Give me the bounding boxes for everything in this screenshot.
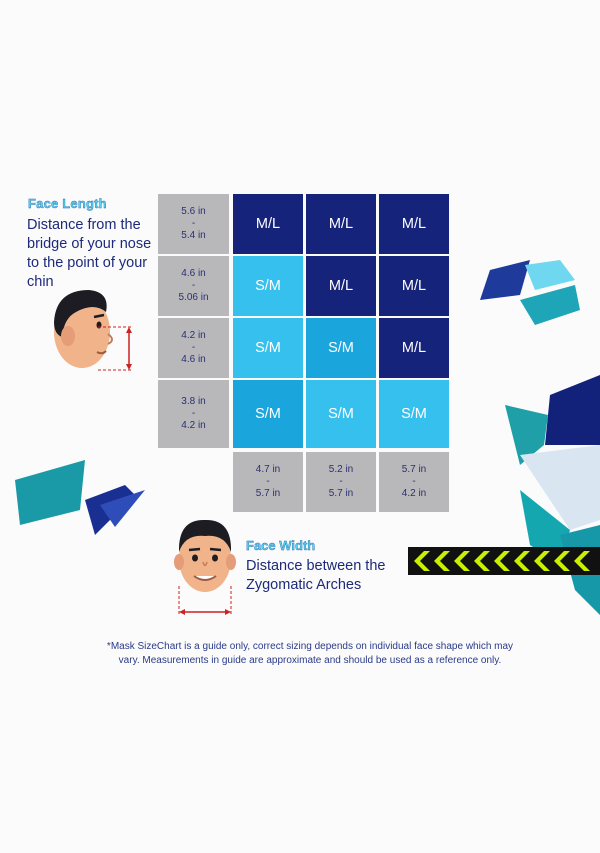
length-range-cell: 3.8 in - 4.2 in xyxy=(158,380,229,448)
size-cell: M/L xyxy=(306,194,376,254)
decorative-shapes-right xyxy=(480,255,600,335)
width-range-cell: 5.7 in - 4.2 in xyxy=(379,452,449,512)
decorative-shapes-right-large xyxy=(500,375,600,635)
size-cell: S/M xyxy=(306,318,376,378)
size-cell: S/M xyxy=(233,318,303,378)
face-width-title: Face Width xyxy=(246,538,316,553)
face-length-description: Distance from the bridge of your nose to… xyxy=(27,217,152,290)
chevron-tape-icon xyxy=(408,547,600,580)
length-range-cell: 4.6 in - 5.06 in xyxy=(158,256,229,316)
size-cell: S/M xyxy=(233,380,303,448)
size-cell: M/L xyxy=(379,318,449,378)
size-cell: S/M xyxy=(379,380,449,448)
face-width-description: Distance between the Zygomatic Arches xyxy=(246,558,386,593)
face-front-icon xyxy=(170,514,240,629)
length-range-cell: 5.6 in - 5.4 in xyxy=(158,194,229,254)
size-cell: M/L xyxy=(306,256,376,316)
size-cell: S/M xyxy=(233,256,303,316)
face-length-title: Face Length xyxy=(28,196,107,211)
size-chart-grid: 5.6 in - 5.4 in 4.6 in - 5.06 in 4.2 in … xyxy=(158,194,450,514)
length-range-cell: 4.2 in - 4.6 in xyxy=(158,318,229,378)
footnote: *Mask SizeChart is a guide only, correct… xyxy=(106,641,514,666)
size-cell: M/L xyxy=(379,194,449,254)
width-range-cell: 5.2 in - 5.7 in xyxy=(306,452,376,512)
size-cell: M/L xyxy=(379,256,449,316)
size-cell: M/L xyxy=(233,194,303,254)
size-cell: S/M xyxy=(306,380,376,448)
face-side-profile-icon xyxy=(44,282,139,382)
width-range-cell: 4.7 in - 5.7 in xyxy=(233,452,303,512)
decorative-shapes-left xyxy=(5,455,155,540)
